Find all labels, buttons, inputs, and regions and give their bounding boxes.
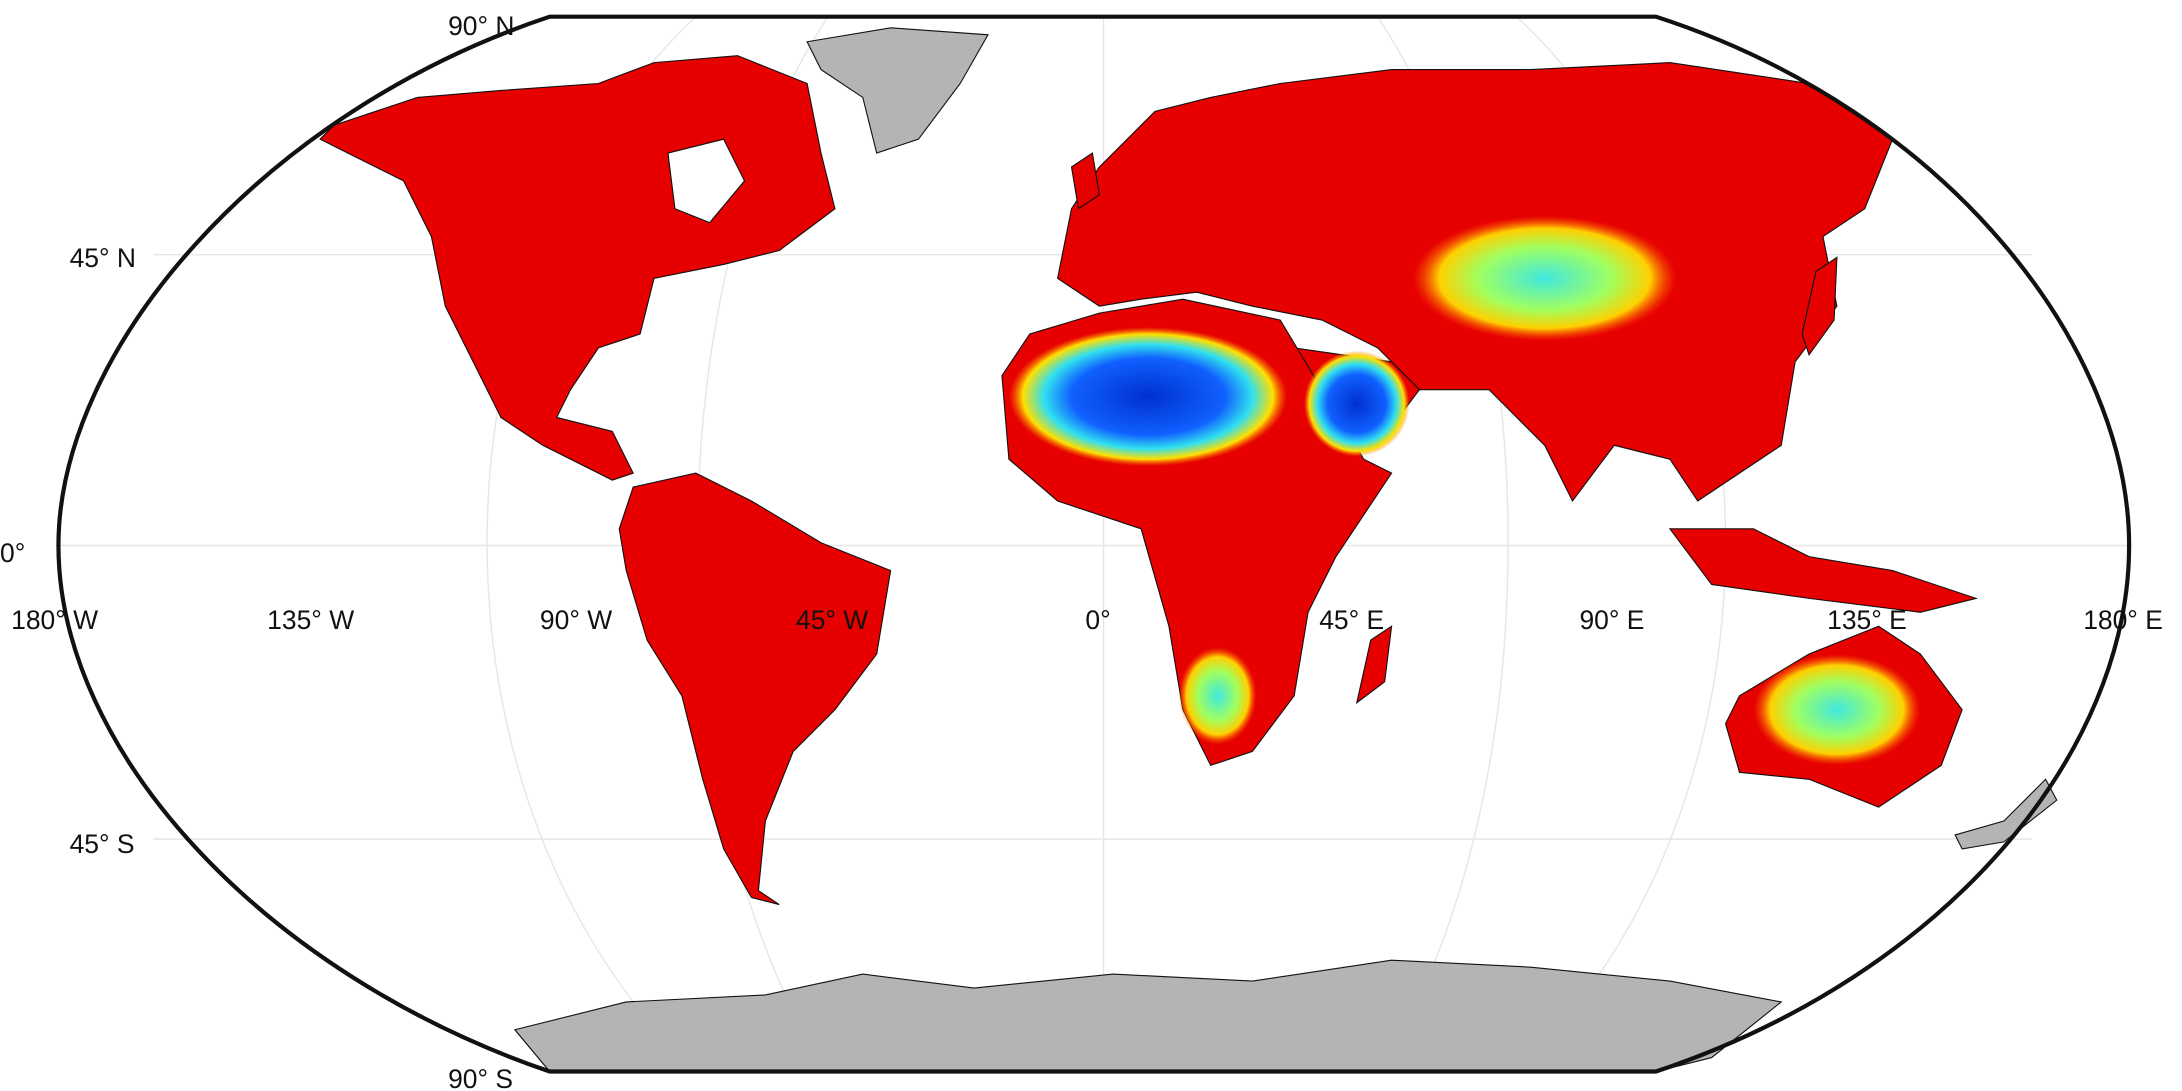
land [319, 27, 2058, 1073]
lat-label: 0° [0, 538, 25, 568]
lon-label: 180° W [11, 605, 98, 635]
kalahari [1178, 647, 1257, 745]
lat-label: 90° N [448, 11, 514, 41]
arabian-desert [1303, 350, 1410, 457]
lat-label: 45° S [70, 829, 135, 859]
latitude-labels: 90° N 45° N 0° 45° S 90° S [0, 11, 515, 1091]
central-asia [1412, 215, 1677, 341]
lon-label: 135° E [1827, 605, 1907, 635]
longitude-labels: 180° W 135° W 90° W 45° W 0° 45° E 90° E… [11, 605, 2163, 635]
sahara [1008, 327, 1288, 467]
japan [1801, 256, 1838, 357]
map-frame [56, 14, 2132, 1074]
madagascar [1355, 625, 1393, 705]
lon-label: 90° W [540, 605, 612, 635]
antarctica [513, 959, 1783, 1073]
lat-label: 90° S [448, 1064, 513, 1091]
lon-label: 180° E [2083, 605, 2163, 635]
britain [1070, 152, 1100, 210]
lat-label: 45° N [70, 243, 136, 273]
southeast-asia [1668, 528, 1979, 613]
lon-label: 90° E [1579, 605, 1644, 635]
greenland [806, 27, 989, 154]
new-zealand [1954, 778, 2058, 850]
south-america [618, 472, 892, 906]
lon-label: 45° W [796, 605, 868, 635]
lon-label: 135° W [267, 605, 354, 635]
north-america [319, 55, 836, 481]
lon-label: 0° [1085, 605, 1110, 635]
australian-interior [1753, 654, 1921, 766]
lon-label: 45° E [1319, 605, 1384, 635]
